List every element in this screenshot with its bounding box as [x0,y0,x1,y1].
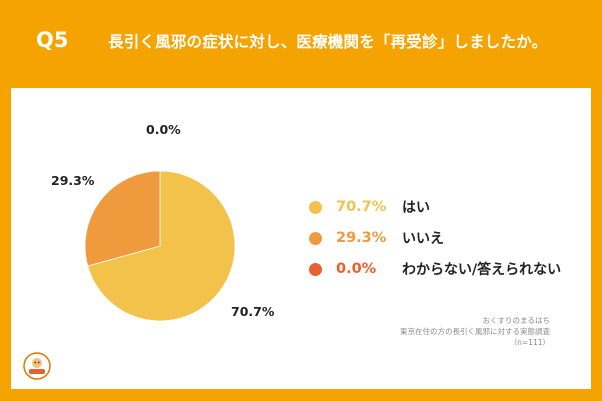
legend-label-no: いいえ [402,231,444,247]
pie-slice-yes [87,170,236,322]
legend-swatch-other [309,262,322,276]
question-number: Q5 [36,28,69,52]
legend-item-no: 29.3% いいえ [309,228,444,248]
source-publisher: おくすりのまるはち [482,316,551,325]
pharmacy-logo-icon [23,352,51,380]
question-title: 長引く風邪の症状に対し、医療機関を「再受診」しましたか。 [108,33,548,51]
legend-swatch-no [309,231,322,245]
header: Q5 長引く風邪の症状に対し、医療機関を「再受診」しましたか。 [0,0,602,88]
source-survey: 東京在住の方の長引く風邪に対する実態調査 [400,327,550,336]
legend-value-yes: 70.7% [336,199,387,215]
legend-value-other: 0.0% [336,261,377,277]
source-sample-size: （n=111） [509,338,550,347]
pie-slice-no [84,170,161,267]
data-label-other: 0.0% [146,122,181,137]
legend-item-yes: 70.7% はい [309,197,430,217]
legend-label-yes: はい [402,200,430,216]
legend-value-no: 29.3% [336,230,387,246]
data-label-yes: 70.7% [231,304,275,319]
pie-chart [84,170,236,322]
chart-card: 0.0% 29.3% 70.7% 70.7% はい 29.3% いいえ 0.0%… [11,88,591,389]
data-label-no: 29.3% [51,173,95,188]
legend-label-other: わからない/答えられない [402,262,562,278]
legend-item-other: 0.0% わからない/答えられない [309,259,561,279]
source-note: おくすりのまるはち 東京在住の方の長引く風邪に対する実態調査 （n=111） [400,315,550,348]
legend-swatch-yes [309,200,322,214]
